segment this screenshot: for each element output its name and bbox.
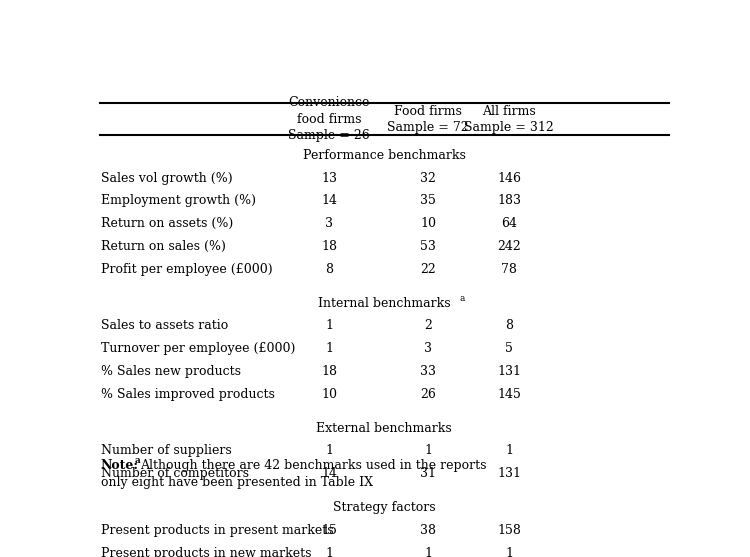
Text: only eight have been presented in Table IX: only eight have been presented in Table … — [100, 476, 373, 490]
Text: All firms
Sample = 312: All firms Sample = 312 — [464, 105, 554, 134]
Text: Food firms
Sample = 72: Food firms Sample = 72 — [387, 105, 469, 134]
Text: Sales vol growth (%): Sales vol growth (%) — [100, 172, 232, 184]
Text: 10: 10 — [420, 217, 436, 230]
Text: 26: 26 — [420, 388, 436, 400]
Text: 1: 1 — [424, 444, 432, 457]
Text: 53: 53 — [420, 240, 436, 253]
Text: % Sales new products: % Sales new products — [100, 365, 241, 378]
Text: 10: 10 — [321, 388, 338, 400]
Text: 8: 8 — [506, 319, 513, 333]
Text: 1: 1 — [326, 319, 333, 333]
Text: 2: 2 — [424, 319, 432, 333]
Text: 1: 1 — [326, 547, 333, 557]
Text: 1: 1 — [424, 547, 432, 557]
Text: 18: 18 — [321, 240, 338, 253]
Text: 146: 146 — [497, 172, 521, 184]
Text: 18: 18 — [321, 365, 338, 378]
Text: Present products in new markets: Present products in new markets — [100, 547, 311, 557]
Text: 22: 22 — [420, 262, 436, 276]
Text: 31: 31 — [420, 467, 436, 480]
Text: Profit per employee (£000): Profit per employee (£000) — [100, 262, 272, 276]
Text: 131: 131 — [497, 365, 521, 378]
Text: 5: 5 — [506, 342, 513, 355]
Text: Return on sales (%): Return on sales (%) — [100, 240, 226, 253]
Text: Return on assets (%): Return on assets (%) — [100, 217, 233, 230]
Text: Internal benchmarks: Internal benchmarks — [318, 297, 451, 310]
Text: 14: 14 — [321, 194, 338, 207]
Text: Convenience
food firms
Sample = 26: Convenience food firms Sample = 26 — [288, 96, 370, 143]
Text: Strategy factors: Strategy factors — [333, 501, 436, 514]
Text: Sales to assets ratio: Sales to assets ratio — [100, 319, 228, 333]
Text: 1: 1 — [326, 444, 333, 457]
Text: 183: 183 — [497, 194, 521, 207]
Text: 3: 3 — [326, 217, 333, 230]
Text: 32: 32 — [420, 172, 436, 184]
Text: 14: 14 — [321, 467, 338, 480]
Text: 1: 1 — [326, 342, 333, 355]
Text: Present products in present markets: Present products in present markets — [100, 524, 333, 537]
Text: Note:: Note: — [100, 459, 139, 472]
Text: 1: 1 — [506, 547, 513, 557]
Text: 3: 3 — [424, 342, 432, 355]
Text: 145: 145 — [497, 388, 521, 400]
Text: Employment growth (%): Employment growth (%) — [100, 194, 256, 207]
Text: 13: 13 — [321, 172, 338, 184]
Text: 8: 8 — [326, 262, 333, 276]
Text: 78: 78 — [502, 262, 518, 276]
Text: 242: 242 — [497, 240, 521, 253]
Text: 64: 64 — [501, 217, 518, 230]
Text: a: a — [460, 294, 465, 302]
Text: 158: 158 — [497, 524, 521, 537]
Text: External benchmarks: External benchmarks — [316, 422, 452, 434]
Text: 1: 1 — [506, 444, 513, 457]
Text: Performance benchmarks: Performance benchmarks — [303, 149, 466, 162]
Text: 38: 38 — [420, 524, 436, 537]
Text: % Sales improved products: % Sales improved products — [100, 388, 274, 400]
Text: 15: 15 — [321, 524, 337, 537]
Text: 35: 35 — [420, 194, 436, 207]
Text: 33: 33 — [420, 365, 436, 378]
Text: Number of suppliers: Number of suppliers — [100, 444, 232, 457]
Text: a: a — [134, 456, 140, 465]
Text: Turnover per employee (£000): Turnover per employee (£000) — [100, 342, 295, 355]
Text: Although there are 42 benchmarks used in the reports: Although there are 42 benchmarks used in… — [140, 459, 487, 472]
Text: 131: 131 — [497, 467, 521, 480]
Text: Number of competitors: Number of competitors — [100, 467, 249, 480]
